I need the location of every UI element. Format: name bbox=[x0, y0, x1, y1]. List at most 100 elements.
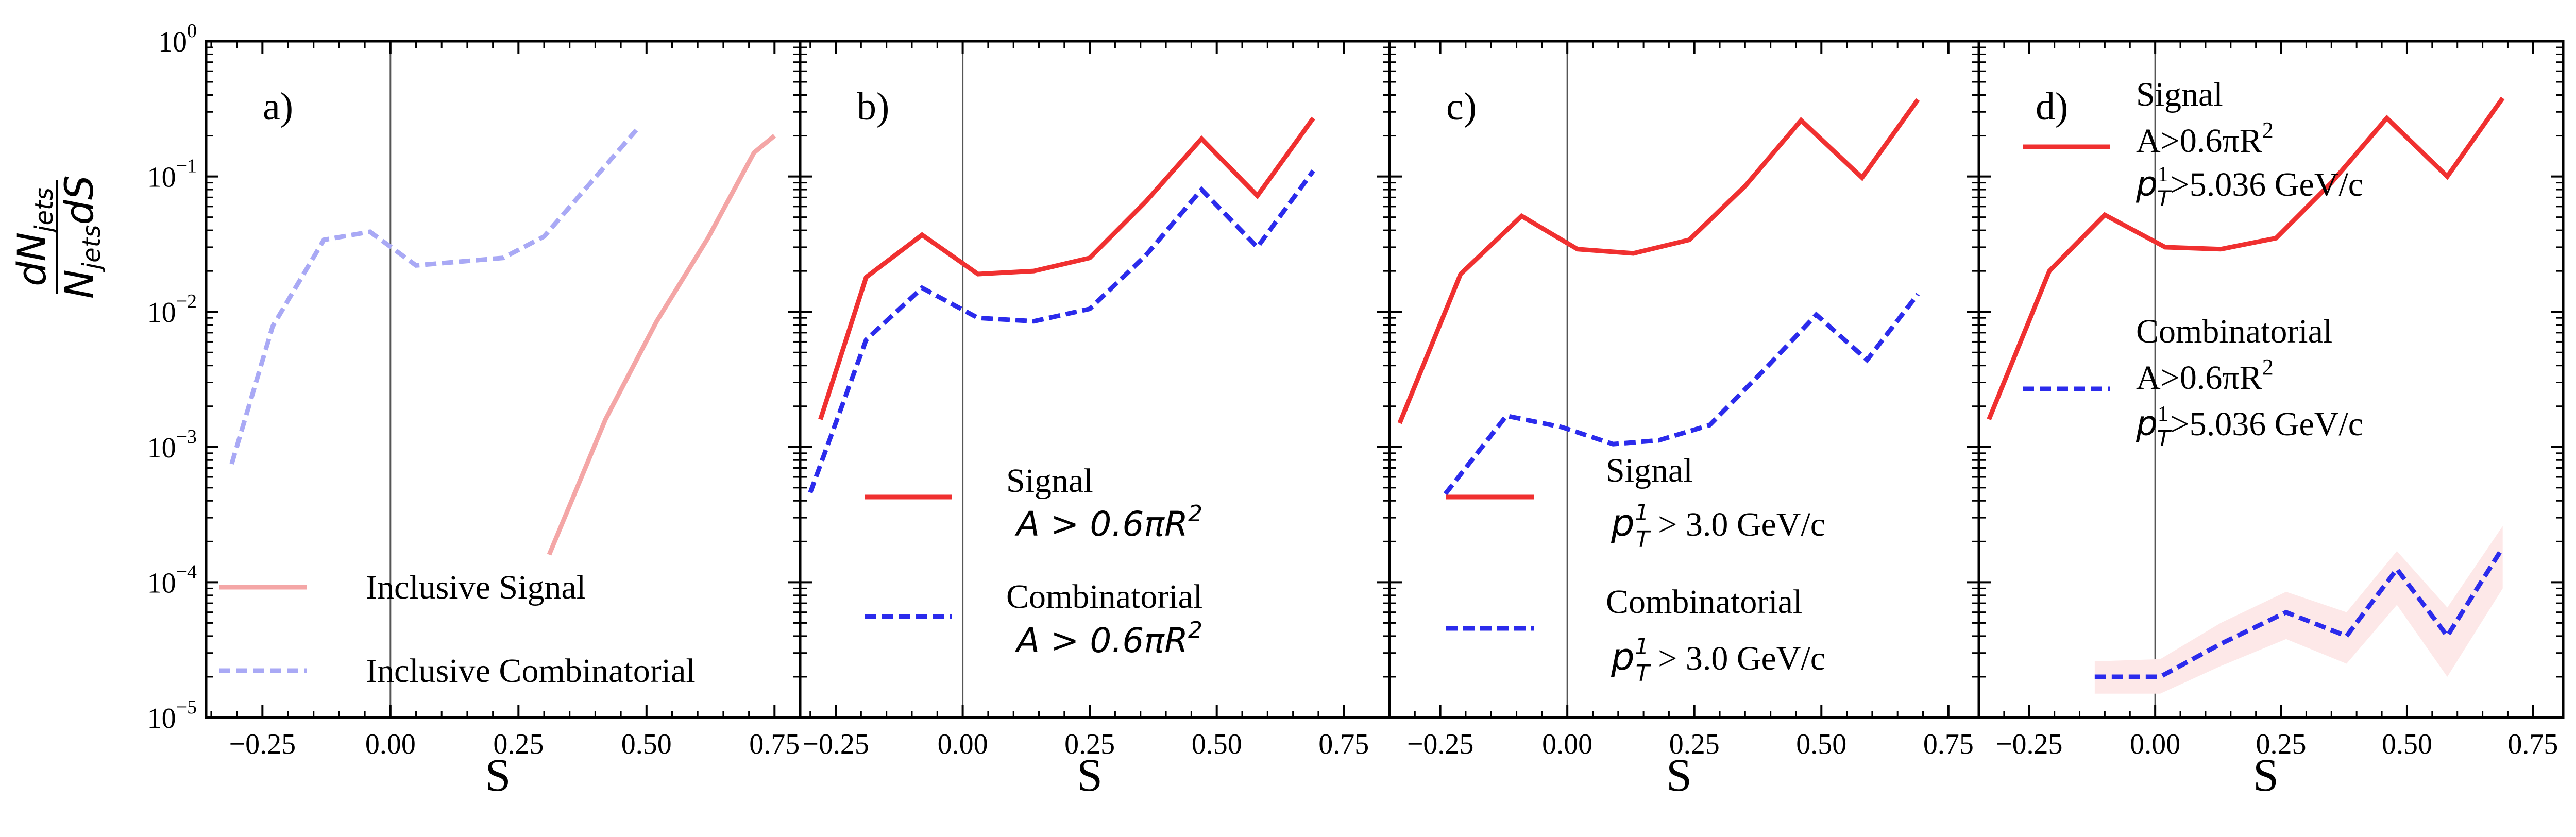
y-tick-label-base: 10 bbox=[147, 297, 176, 329]
x-axis-title: S bbox=[1666, 750, 1692, 801]
legend-condition-2: p1 T>5.036 GeV/c bbox=[2136, 402, 2363, 451]
y-tick-label-base: 10 bbox=[147, 432, 176, 464]
series-line-signal bbox=[1397, 98, 1920, 424]
legend-condition-sup: 2 bbox=[2262, 354, 2274, 380]
legend-condition-symbol: p bbox=[2136, 164, 2158, 204]
panel-label: a) bbox=[263, 85, 293, 128]
y-tick-label: 10−4 bbox=[147, 561, 197, 599]
legend-condition-sup: 1 bbox=[1635, 500, 1649, 526]
x-tick-label: 0.25 bbox=[2256, 728, 2307, 760]
legend-condition-sub: T bbox=[2157, 186, 2172, 211]
x-tick-label: 0.00 bbox=[1542, 728, 1592, 760]
series-line-inclusive-signal bbox=[547, 134, 776, 556]
x-tick-label: 0.50 bbox=[1796, 728, 1846, 760]
legend-condition-symbol: p bbox=[2136, 404, 2158, 443]
panel-label: b) bbox=[857, 85, 889, 128]
legend-condition-sub: T bbox=[2157, 425, 2172, 451]
y-tick-label-exponent: 0 bbox=[187, 20, 197, 42]
x-tick-label: 0.00 bbox=[365, 728, 416, 760]
legend-condition-sup: 2 bbox=[1188, 617, 1202, 643]
legend-label: Combinatorial bbox=[1006, 578, 1202, 616]
x-tick-label: 0.75 bbox=[1318, 728, 1369, 760]
legend-condition-symbol: p bbox=[1611, 501, 1635, 544]
series-line-inclusive-combinatorial bbox=[229, 128, 638, 465]
legend-label: Signal bbox=[1606, 452, 1693, 489]
x-axis-title: S bbox=[2253, 750, 2279, 801]
plot-frame bbox=[1977, 40, 2565, 719]
panel-label: d) bbox=[2036, 85, 2068, 128]
x-tick-label: 0.25 bbox=[493, 728, 544, 760]
legend-label: Combinatorial bbox=[1606, 583, 1802, 621]
legend-condition: p1 T > 3.0 GeV/c bbox=[1611, 634, 1825, 687]
plot-frame bbox=[205, 40, 802, 719]
legend-label: Signal bbox=[2136, 76, 2223, 113]
series-line-combinatorial bbox=[1443, 293, 1920, 496]
legend-condition-sup: 2 bbox=[2262, 117, 2274, 143]
legend-condition-sub: T bbox=[1636, 526, 1651, 553]
x-axis-title: S bbox=[1077, 750, 1103, 801]
legend-condition-tail: >5.036 GeV/c bbox=[2171, 166, 2363, 203]
legend-label: Inclusive Signal bbox=[366, 569, 586, 606]
x-tick-label: 0.00 bbox=[2130, 728, 2180, 760]
y-tick-label-base: 10 bbox=[147, 567, 176, 599]
x-tick-label: 0.50 bbox=[621, 728, 672, 760]
legend-condition-tail: >5.036 GeV/c bbox=[2171, 405, 2363, 443]
series-line-combinatorial bbox=[2094, 546, 2505, 679]
uncertainty-band bbox=[2094, 526, 2503, 694]
x-tick-label: −0.25 bbox=[1996, 728, 2063, 760]
y-tick-label: 100 bbox=[158, 20, 197, 58]
x-tick-label: 0.25 bbox=[1669, 728, 1720, 760]
y-axis-title: dNjets NjetsdS bbox=[9, 175, 106, 299]
y-tick-label-exponent: −5 bbox=[176, 696, 197, 718]
legend-label: Combinatorial bbox=[2136, 313, 2332, 350]
legend-condition-tail: > 3.0 GeV/c bbox=[1650, 506, 1825, 543]
legend-condition-text: A>0.6πR bbox=[2136, 122, 2262, 160]
series-line-signal bbox=[818, 116, 1315, 420]
legend-condition-text: A > 0.6πR bbox=[1014, 504, 1188, 544]
x-tick-label: 0.50 bbox=[1192, 728, 1242, 760]
x-tick-label: −0.25 bbox=[229, 728, 296, 760]
legend-condition-text: A > 0.6πR bbox=[1014, 621, 1188, 660]
x-tick-label: −0.25 bbox=[1407, 728, 1474, 760]
legend-condition-sup: 2 bbox=[1188, 501, 1202, 527]
y-tick-label-exponent: −4 bbox=[176, 561, 197, 583]
legend-label: Inclusive Combinatorial bbox=[366, 652, 696, 690]
y-tick-label-exponent: −1 bbox=[176, 156, 197, 177]
legend-condition: p1 T > 3.0 GeV/c bbox=[1611, 500, 1825, 553]
legend-condition-sub: T bbox=[1636, 660, 1651, 687]
legend-condition-2: p1 T>5.036 GeV/c bbox=[2136, 163, 2363, 211]
y-axis-title-denominator: NjetsdS bbox=[56, 175, 106, 299]
legend-condition: A>0.6πR2 bbox=[2136, 117, 2274, 160]
legend-condition: A > 0.6πR2 bbox=[1014, 617, 1202, 660]
y-tick-label-base: 10 bbox=[147, 703, 176, 734]
legend-condition-sup: 1 bbox=[2158, 163, 2168, 186]
panel-label: c) bbox=[1446, 85, 1477, 128]
legend-condition: A>0.6πR2 bbox=[2136, 354, 2274, 397]
y-axis-title-numerator: dNjets bbox=[9, 187, 59, 286]
y-tick-label: 10−2 bbox=[147, 291, 197, 329]
series-line-signal bbox=[1987, 96, 2505, 420]
legend-condition-text: A>0.6πR bbox=[2136, 359, 2262, 397]
y-tick-label: 10−5 bbox=[147, 696, 197, 734]
y-tick-label-exponent: −2 bbox=[176, 291, 197, 312]
x-tick-label: 0.50 bbox=[2382, 728, 2432, 760]
x-tick-label: 0.75 bbox=[749, 728, 800, 760]
legend-condition-sup: 1 bbox=[1635, 634, 1649, 660]
series-line-combinatorial bbox=[808, 169, 1315, 493]
legend-condition-sup: 1 bbox=[2158, 402, 2168, 426]
legend-condition-symbol: p bbox=[1611, 635, 1635, 678]
y-tick-label: 10−1 bbox=[147, 156, 197, 194]
x-tick-label: 0.75 bbox=[1923, 728, 1974, 760]
y-tick-label-base: 10 bbox=[147, 162, 176, 194]
x-tick-label: −0.25 bbox=[802, 728, 869, 760]
y-tick-label-base: 10 bbox=[158, 26, 187, 58]
y-tick-label-exponent: −3 bbox=[176, 426, 197, 448]
x-tick-label: 0.00 bbox=[938, 728, 988, 760]
legend-condition: A > 0.6πR2 bbox=[1014, 501, 1202, 544]
